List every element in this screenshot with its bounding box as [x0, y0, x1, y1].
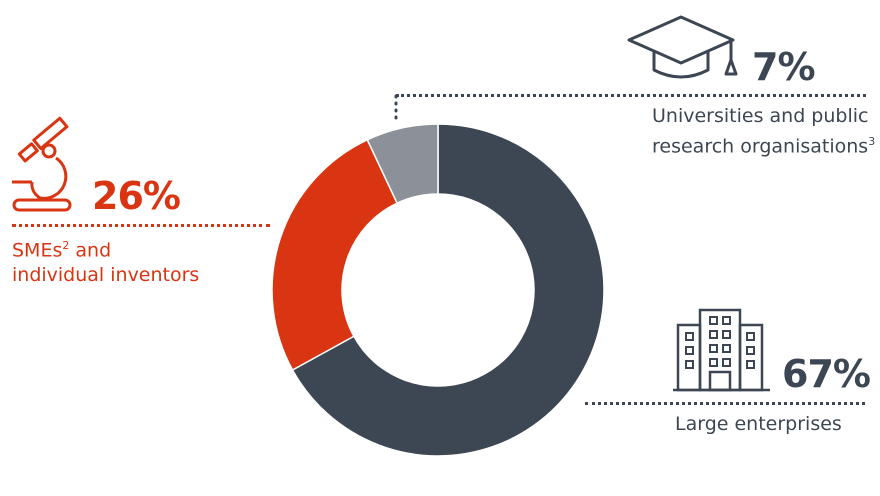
office-building-icon — [673, 308, 770, 392]
universities-label: Universities and public research organis… — [652, 105, 876, 158]
donut-slice-universities-and-public-research-organisations — [366, 123, 439, 205]
graduation-cap-icon — [627, 15, 738, 79]
donut-slice-large-enterprises — [291, 123, 605, 457]
leader-line-universities — [396, 94, 866, 97]
large-enterprises-percent: 67% — [782, 352, 871, 396]
donut-slice-smes-and-individual-inventors — [271, 138, 399, 371]
sme-label: SMEs2 and individual inventors — [12, 239, 200, 287]
large-enterprises-label: Large enterprises — [675, 413, 842, 435]
microscope-icon — [12, 116, 72, 212]
leader-line-large — [585, 402, 865, 405]
sme-percent: 26% — [92, 174, 181, 218]
universities-percent: 7% — [752, 45, 816, 89]
leader-line-sme — [12, 224, 270, 227]
